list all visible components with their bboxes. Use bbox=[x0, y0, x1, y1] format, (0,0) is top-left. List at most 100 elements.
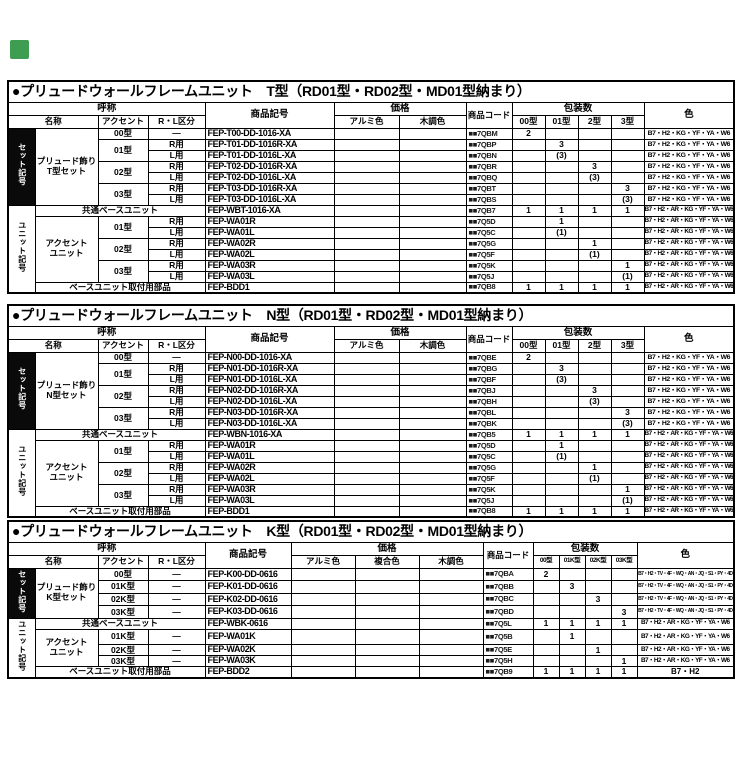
pack-count: 1 bbox=[577, 237, 612, 250]
price-cell bbox=[398, 138, 467, 151]
pack-count bbox=[511, 395, 546, 408]
color-codes: B7・H2・AR・KG・YF・YA・W6 bbox=[643, 281, 735, 294]
product-code: ■■7QBK bbox=[465, 417, 513, 430]
product-symbol: FEP-WA03K bbox=[204, 655, 292, 668]
rl-class: L用 bbox=[147, 494, 206, 507]
pack-count: 1 bbox=[532, 666, 560, 679]
pack-count bbox=[544, 461, 579, 474]
pack-count bbox=[558, 655, 586, 668]
product-symbol: FEP-T00-DD-1016-XA bbox=[204, 127, 335, 140]
pack-count bbox=[577, 193, 612, 206]
column-header: 価格 bbox=[333, 325, 467, 340]
product-symbol: FEP-T03-DD-1016L-XA bbox=[204, 193, 335, 206]
price-cell bbox=[333, 406, 400, 419]
product-code: ■■7Q5B bbox=[482, 628, 534, 646]
color-codes: B7・H2・AR・KG・YF・YA・W6 bbox=[643, 461, 735, 474]
price-cell bbox=[354, 580, 420, 594]
color-codes: B7・H2・AR・KG・YF・YA・W6 bbox=[643, 428, 735, 441]
rl-class: ― bbox=[147, 628, 206, 646]
pack-count bbox=[610, 628, 638, 646]
product-symbol: FEP-WBN-1016-XA bbox=[204, 428, 335, 441]
product-symbol: FEP-WA01L bbox=[204, 226, 335, 239]
accent-type: 03型 bbox=[97, 259, 149, 283]
color-codes: B7・H2・AR・KG・YF・YA・W6 bbox=[643, 439, 735, 452]
rl-class: L用 bbox=[147, 417, 206, 430]
rl-class: R用 bbox=[147, 182, 206, 195]
product-name: アクセント ユニット bbox=[34, 439, 99, 507]
pack-count bbox=[532, 644, 560, 657]
product-symbol: FEP-WA01R bbox=[204, 439, 335, 452]
pack-count: 2 bbox=[511, 127, 546, 140]
color-codes: B7・H2・AR・KG・YF・YA・W6 bbox=[643, 226, 735, 239]
pack-count bbox=[532, 605, 560, 619]
column-header: 03K型 bbox=[610, 554, 638, 569]
table-n-type: ●プリュードウォールフレームユニット N型（RD01型・RD02型・MD01型納… bbox=[7, 304, 736, 518]
price-cell bbox=[333, 417, 400, 430]
color-codes: B7・H2・KG・YF・YA・W6 bbox=[643, 395, 735, 408]
accent-type: 02型 bbox=[97, 237, 149, 261]
pack-count bbox=[511, 226, 546, 239]
color-codes: B7・H2・TV・4F・WQ・AN・JQ・S1・PY・4D bbox=[636, 592, 735, 607]
accent-type: 03型 bbox=[97, 406, 149, 430]
pack-count: 1 bbox=[511, 204, 546, 217]
pack-count bbox=[511, 472, 546, 485]
price-cell bbox=[333, 127, 400, 140]
color-codes: B7・H2・AR・KG・YF・YA・W6 bbox=[643, 483, 735, 496]
price-cell bbox=[290, 592, 356, 607]
price-cell bbox=[398, 461, 467, 474]
pack-count bbox=[577, 417, 612, 430]
pack-count: 1 bbox=[544, 505, 579, 518]
pack-count: 1 bbox=[532, 617, 560, 630]
pack-count bbox=[558, 592, 586, 607]
pack-count bbox=[511, 182, 546, 195]
color-codes: B7・H2・AR・KG・YF・YA・W6 bbox=[643, 270, 735, 283]
price-cell bbox=[333, 384, 400, 397]
pack-count: 1 bbox=[610, 483, 645, 496]
rl-class: ― bbox=[147, 605, 206, 619]
price-cell bbox=[290, 605, 356, 619]
product-code: ■■7QBQ bbox=[465, 171, 513, 184]
pack-count bbox=[544, 171, 579, 184]
product-code: ■■7Q5K bbox=[465, 259, 513, 272]
column-header: 名称 bbox=[7, 338, 99, 353]
column-header: 呼称 bbox=[7, 101, 206, 116]
color-codes: B7・H2・AR・KG・YF・YA・W6 bbox=[643, 204, 735, 217]
rl-class: L用 bbox=[147, 450, 206, 463]
price-cell bbox=[333, 149, 400, 162]
column-header: 色 bbox=[643, 101, 735, 129]
pack-count bbox=[577, 406, 612, 419]
pack-count bbox=[544, 237, 579, 250]
vertical-label-text: セット記号 bbox=[17, 569, 27, 613]
pack-count bbox=[544, 259, 579, 272]
price-cell bbox=[333, 395, 400, 408]
product-code: ■■7QB8 bbox=[465, 505, 513, 518]
table-title: ●プリュードウォールフレームユニット K型（RD01型・RD02型・MD01型納… bbox=[7, 520, 735, 543]
section-label-set: セット記号 bbox=[7, 351, 36, 430]
section-label-unit: ユニット記号 bbox=[7, 428, 36, 518]
price-cell bbox=[333, 281, 400, 294]
price-cell bbox=[398, 351, 467, 364]
price-cell bbox=[333, 450, 400, 463]
column-header: R・L区分 bbox=[147, 338, 206, 353]
pack-count bbox=[511, 138, 546, 151]
accent-type: 01K型 bbox=[97, 628, 149, 646]
pack-count bbox=[511, 494, 546, 507]
price-cell bbox=[354, 592, 420, 607]
price-cell bbox=[290, 655, 356, 668]
price-cell bbox=[398, 149, 467, 162]
rl-class: ― bbox=[147, 567, 206, 582]
column-header: 3型 bbox=[610, 114, 645, 129]
price-cell bbox=[290, 666, 356, 679]
pack-count bbox=[511, 461, 546, 474]
pack-count bbox=[544, 270, 579, 283]
pack-count bbox=[577, 182, 612, 195]
product-code: ■■7QB8 bbox=[465, 281, 513, 294]
pack-count bbox=[544, 483, 579, 496]
color-codes: B7・H2・AR・KG・YF・YA・W6 bbox=[643, 450, 735, 463]
pack-count: (3) bbox=[577, 395, 612, 408]
pack-count bbox=[511, 362, 546, 375]
price-cell bbox=[398, 281, 467, 294]
rl-class: R用 bbox=[147, 406, 206, 419]
column-header: 色 bbox=[643, 325, 735, 353]
product-code: ■■7QB9 bbox=[482, 666, 534, 679]
